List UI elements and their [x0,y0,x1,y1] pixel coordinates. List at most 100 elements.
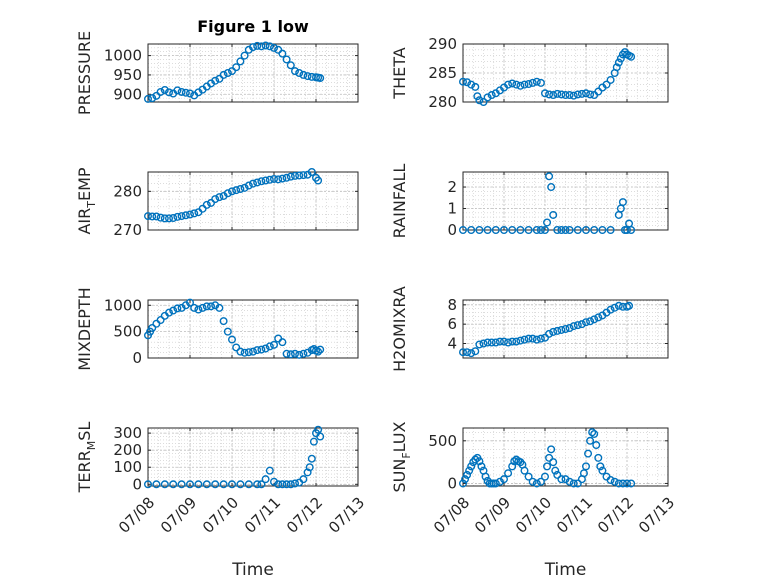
data-point [573,321,582,330]
data-point [270,43,279,52]
data-point [579,469,588,478]
x-tick-label: 07/08 [430,494,473,537]
y-tick-label: 290 [428,35,457,53]
data-point [211,195,220,204]
data-point [577,89,586,98]
y-tick-label: 1000 [104,296,142,314]
data-point [532,77,541,86]
data-point [625,301,634,310]
data-point [291,349,300,358]
data-point [475,340,484,349]
data-point [261,176,270,185]
data-point [627,52,636,61]
data-point [206,302,215,311]
data-point [291,67,300,76]
y-tick-label: 900 [113,85,142,103]
x-tick-label: 07/10 [199,494,242,537]
data-point [223,327,232,336]
data-point [536,334,545,343]
y-tick-label: 0 [447,474,457,492]
data-point [152,480,161,489]
y-tick-label: 8 [447,296,457,314]
data-point [536,477,545,486]
data-point [553,326,562,335]
data-point [181,211,190,220]
series-points [459,48,636,106]
data-point [169,480,178,489]
data-point [547,445,556,454]
data-point [198,303,207,312]
x-axis-label: Time [544,560,587,580]
data-point [270,340,279,349]
data-point [504,80,513,89]
data-point [278,480,287,489]
data-point [261,344,270,353]
data-point [164,88,173,97]
data-point [282,349,291,358]
y-tick-label: 6 [447,315,457,333]
data-point [143,480,152,489]
subplot-8: 0 500 SUNFLUX 07/0807/0907/1007/1107/1207/1… [390,421,678,580]
data-point [553,89,562,98]
y-tick-label: 950 [113,66,142,84]
data-point [190,209,199,218]
y-tick-label: 300 [113,424,142,442]
data-point [481,472,490,481]
data-point [286,350,295,359]
data-point [299,475,308,484]
data-point [545,90,554,99]
data-point [257,480,266,489]
data-point [152,319,161,328]
y-tick-label: 0 [447,221,457,239]
data-point [305,463,314,472]
data-point [549,458,558,467]
data-point [545,453,554,462]
data-point [582,462,591,471]
series-points [143,298,325,359]
data-point [244,181,253,190]
data-point [528,334,537,343]
data-point [520,80,529,89]
data-point [244,480,253,489]
data-point [202,200,211,209]
data-point [295,350,304,359]
data-point [219,70,228,79]
axes-box [462,427,669,487]
data-point [299,171,308,180]
data-point [160,480,169,489]
data-point [561,225,570,234]
data-point [573,225,582,234]
data-point [236,480,245,489]
data-point [627,225,636,234]
data-point [295,68,304,77]
data-point [471,455,480,464]
data-point [614,301,623,310]
data-point [545,172,554,181]
data-point [164,214,173,223]
data-point [236,347,245,356]
data-point [314,425,323,434]
data-point [148,323,157,332]
data-point [232,63,241,72]
data-point [202,302,211,311]
data-point [508,337,517,346]
x-tick-label: 07/08 [115,494,158,537]
x-tick-label: 07/09 [471,494,514,537]
data-point [232,186,241,195]
data-point [598,225,607,234]
data-point [479,97,488,106]
data-point [185,210,194,219]
data-point [569,91,578,100]
data-point [557,90,566,99]
series-points [459,301,634,358]
data-point [316,74,325,83]
x-tick-label: 07/12 [594,494,637,537]
data-point [541,225,550,234]
data-point [148,212,157,221]
data-point [463,470,472,479]
axes-box [462,299,669,359]
data-point [227,335,236,344]
axes-box [462,171,669,231]
data-point [309,437,318,446]
data-point [257,345,266,354]
